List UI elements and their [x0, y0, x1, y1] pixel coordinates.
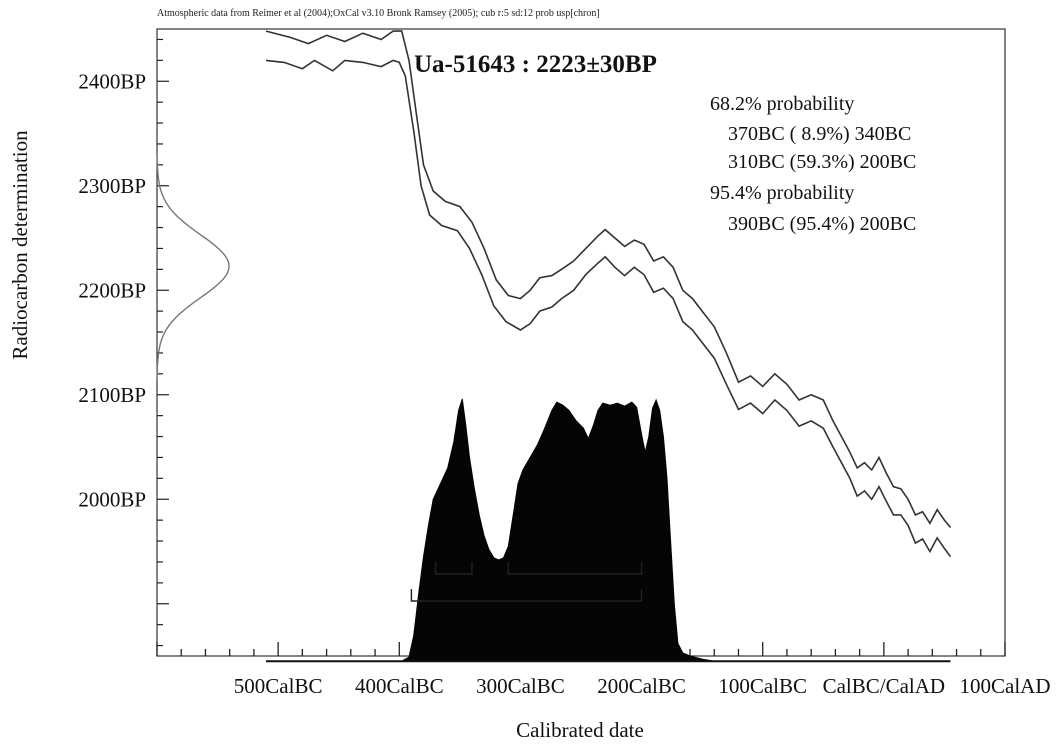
radiocarbon-gaussian	[156, 153, 230, 380]
bracket-68	[434, 562, 473, 575]
x-axis-title: Calibrated date	[516, 718, 644, 742]
x-tick-label: 200CalBC	[597, 674, 686, 698]
x-tick-label: 300CalBC	[476, 674, 565, 698]
bracket-68	[507, 562, 643, 575]
probability-distribution	[266, 398, 951, 663]
radiocarbon-likelihood	[156, 153, 230, 380]
calibration-curve-lower	[265, 59, 952, 558]
y-tick-label: 2300BP	[78, 174, 146, 198]
y-tick-label: 2400BP	[78, 69, 146, 93]
y-tick-label: 2200BP	[78, 278, 146, 302]
calibration-curve-upper	[265, 30, 952, 529]
annotation-68-heading: 68.2% probability	[710, 93, 854, 115]
x-tick-label: 500CalBC	[234, 674, 323, 698]
probability-annotations: 68.2% probability 370BC ( 8.9%) 340BC 31…	[710, 93, 916, 235]
annotation-68-range-1: 370BC ( 8.9%) 340BC	[728, 123, 911, 145]
y-axis-ticks	[157, 38, 169, 647]
y-axis-tick-labels: 2400BP 2300BP 2200BP 2100BP 2000BP	[78, 69, 146, 511]
chart-title: Ua-51643 : 2223±30BP	[414, 51, 657, 78]
source-header: Atmospheric data from Reimer et al (2004…	[157, 8, 600, 19]
x-tick-label: 100CalBC	[718, 674, 807, 698]
x-tick-label: 400CalBC	[355, 674, 444, 698]
probability-area	[266, 398, 951, 662]
x-tick-label: CalBC/CalAD	[823, 674, 946, 698]
annotation-95-range-1: 390BC (95.4%) 200BC	[728, 213, 916, 235]
bracket-95	[410, 589, 643, 602]
y-axis-title: Radiocarbon determination	[8, 130, 32, 360]
annotation-95-heading: 95.4% probability	[710, 182, 854, 204]
y-tick-label: 2100BP	[78, 383, 146, 407]
x-tick-label: 100CalAD	[960, 674, 1051, 698]
calibration-curves	[265, 30, 952, 558]
annotation-68-range-2: 310BC (59.3%) 200BC	[728, 151, 916, 173]
y-tick-label: 2000BP	[78, 487, 146, 511]
x-axis-tick-labels: 500CalBC 400CalBC 300CalBC 200CalBC 100CalBC…	[234, 674, 1051, 698]
range-brackets	[410, 562, 643, 602]
